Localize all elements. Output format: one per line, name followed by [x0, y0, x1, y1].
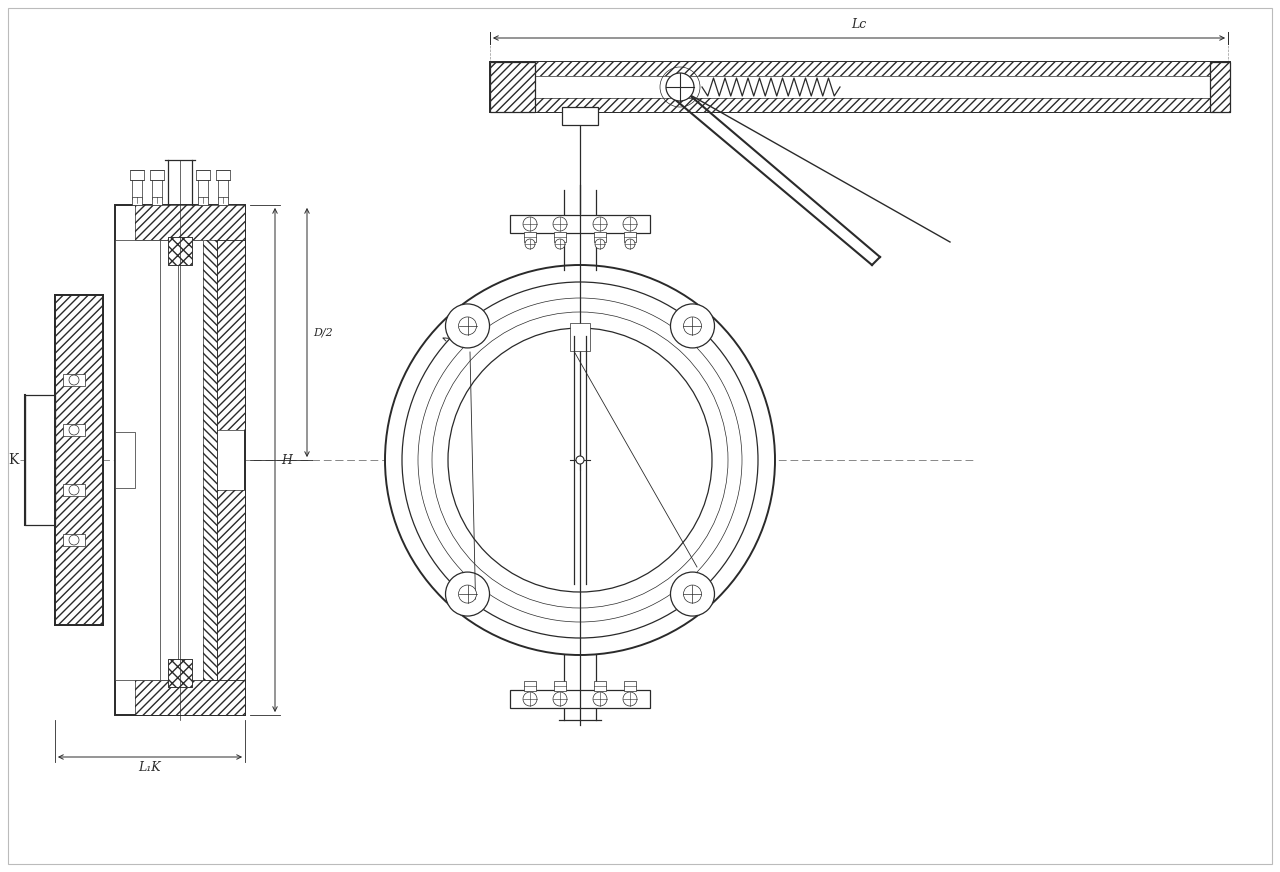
Text: Lc: Lc — [851, 18, 867, 31]
Circle shape — [671, 304, 714, 348]
Circle shape — [433, 312, 728, 608]
Circle shape — [623, 217, 637, 231]
Bar — [490, 62, 1230, 112]
Circle shape — [684, 585, 701, 603]
Circle shape — [593, 217, 607, 231]
Bar — [554, 232, 566, 242]
Bar — [134, 205, 244, 240]
Bar — [594, 232, 605, 242]
Bar — [570, 323, 590, 351]
Bar — [55, 295, 102, 625]
Bar — [55, 295, 102, 625]
Bar — [490, 62, 535, 112]
Circle shape — [445, 304, 489, 348]
Circle shape — [69, 375, 79, 385]
Bar — [490, 62, 535, 112]
Text: D/2: D/2 — [314, 328, 333, 337]
Bar — [168, 659, 192, 687]
Text: L₁K: L₁K — [138, 761, 161, 774]
Bar — [168, 659, 192, 687]
Circle shape — [684, 317, 701, 335]
Bar — [63, 534, 84, 546]
Circle shape — [402, 282, 758, 638]
Bar — [115, 205, 244, 715]
Bar — [63, 374, 84, 386]
Bar — [115, 432, 134, 488]
Bar — [490, 62, 1230, 76]
Circle shape — [524, 692, 538, 706]
Bar — [554, 681, 566, 691]
Circle shape — [553, 217, 567, 231]
Bar — [216, 170, 230, 180]
Bar — [490, 98, 1230, 112]
Circle shape — [448, 328, 712, 592]
Bar — [168, 237, 192, 265]
Bar — [131, 170, 143, 180]
Bar — [134, 680, 244, 715]
Circle shape — [576, 456, 584, 464]
Bar — [134, 205, 244, 240]
Circle shape — [69, 485, 79, 495]
Circle shape — [666, 73, 694, 101]
Bar — [55, 295, 102, 625]
Bar — [150, 170, 164, 180]
Bar — [168, 237, 192, 265]
Bar — [1210, 62, 1230, 112]
Bar — [218, 177, 228, 199]
Circle shape — [458, 317, 476, 335]
Bar — [509, 215, 650, 233]
Bar — [1210, 62, 1230, 112]
Circle shape — [553, 692, 567, 706]
Circle shape — [445, 572, 489, 616]
Bar — [218, 490, 244, 680]
Circle shape — [385, 265, 774, 655]
Circle shape — [419, 298, 742, 622]
Bar — [134, 680, 244, 715]
Circle shape — [69, 535, 79, 545]
Bar — [132, 197, 142, 205]
Bar — [204, 240, 218, 680]
Text: 2-φd: 2-φd — [440, 332, 465, 358]
Circle shape — [69, 425, 79, 435]
Circle shape — [625, 239, 635, 249]
Circle shape — [595, 239, 605, 249]
Bar — [152, 197, 163, 205]
Text: K: K — [8, 453, 18, 467]
Bar — [63, 484, 84, 496]
Bar — [218, 240, 244, 430]
Circle shape — [623, 692, 637, 706]
Bar — [26, 395, 55, 525]
Text: H: H — [282, 453, 292, 467]
Bar — [196, 170, 210, 180]
Circle shape — [524, 217, 538, 231]
Bar — [218, 240, 244, 430]
Bar — [204, 240, 218, 680]
Circle shape — [671, 572, 714, 616]
Bar — [160, 240, 178, 680]
Bar — [218, 197, 228, 205]
Circle shape — [556, 239, 564, 249]
Circle shape — [593, 692, 607, 706]
Bar — [63, 424, 84, 436]
Text: φ: φ — [611, 488, 618, 501]
Bar — [198, 197, 207, 205]
Bar — [509, 690, 650, 708]
Circle shape — [458, 585, 476, 603]
Bar — [218, 490, 244, 680]
Bar — [115, 240, 218, 680]
Bar — [562, 107, 598, 125]
Bar — [625, 232, 636, 242]
Bar — [152, 177, 163, 199]
Bar — [132, 177, 142, 199]
Bar — [524, 681, 536, 691]
Bar — [594, 681, 605, 691]
Bar — [625, 681, 636, 691]
Circle shape — [525, 239, 535, 249]
Bar — [524, 232, 536, 242]
Bar — [198, 177, 207, 199]
